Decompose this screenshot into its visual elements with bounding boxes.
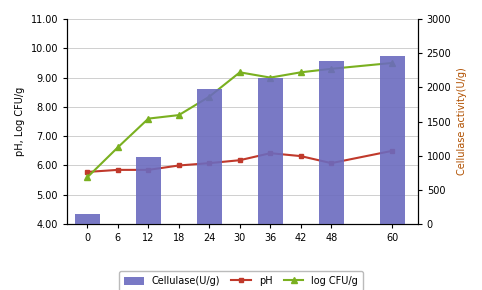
pH bbox=[176, 164, 182, 167]
Bar bbox=[135, 157, 161, 224]
pH bbox=[84, 170, 90, 174]
pH bbox=[206, 162, 212, 165]
log CFU/g bbox=[298, 70, 304, 74]
log CFU/g bbox=[84, 175, 90, 179]
Y-axis label: Cellulase activity(U/g): Cellulase activity(U/g) bbox=[457, 68, 467, 175]
Bar bbox=[257, 78, 283, 224]
log CFU/g bbox=[115, 146, 121, 149]
pH bbox=[146, 168, 151, 172]
log CFU/g bbox=[176, 113, 182, 117]
log CFU/g bbox=[328, 67, 334, 70]
pH bbox=[268, 151, 273, 155]
Y-axis label: pH, Log CFU/g: pH, Log CFU/g bbox=[15, 87, 25, 156]
log CFU/g bbox=[206, 95, 212, 98]
pH bbox=[115, 168, 121, 172]
Bar bbox=[75, 214, 100, 224]
pH bbox=[328, 162, 334, 165]
Line: log CFU/g: log CFU/g bbox=[85, 60, 395, 180]
Legend: Cellulase(U/g), pH, log CFU/g: Cellulase(U/g), pH, log CFU/g bbox=[119, 271, 363, 290]
log CFU/g bbox=[389, 61, 395, 65]
Bar bbox=[319, 61, 344, 224]
log CFU/g bbox=[268, 76, 273, 79]
Line: pH: pH bbox=[85, 148, 395, 174]
pH bbox=[237, 158, 243, 162]
log CFU/g bbox=[237, 70, 243, 74]
pH bbox=[298, 154, 304, 158]
pH bbox=[389, 149, 395, 153]
log CFU/g bbox=[146, 117, 151, 120]
Bar bbox=[379, 56, 405, 224]
Bar bbox=[197, 89, 222, 224]
